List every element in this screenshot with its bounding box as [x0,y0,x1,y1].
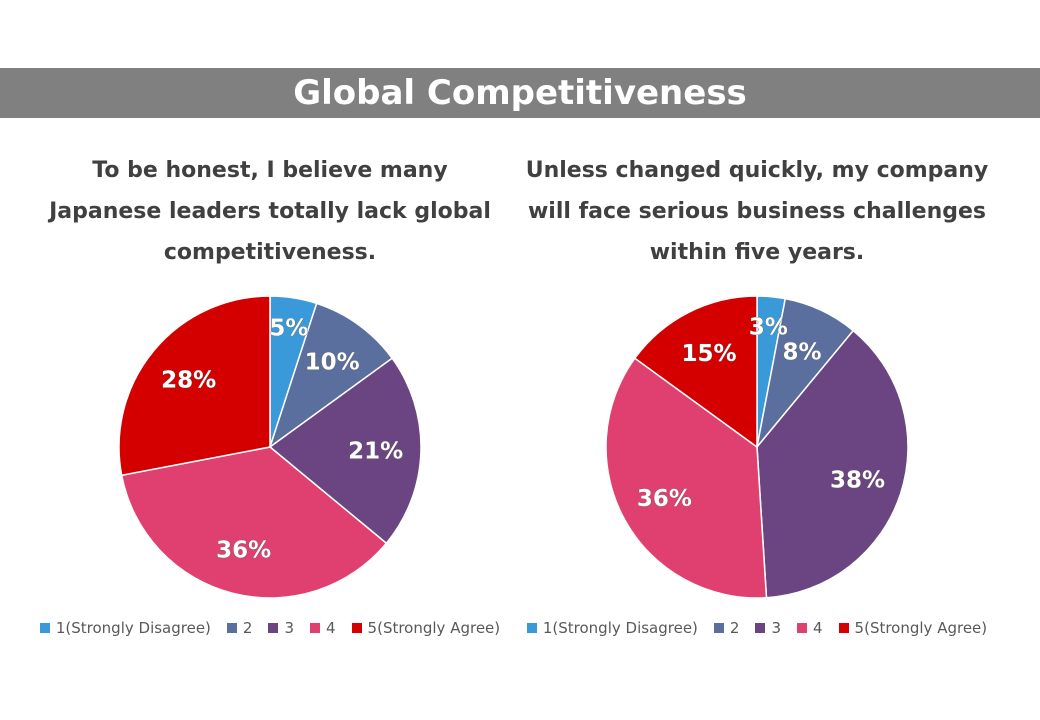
legend-label: 1(Strongly Disagree) [55,619,211,637]
data-label: 10% [305,350,360,376]
pie-svg: 3%8% 38% 36% 15% [605,295,909,599]
banner-title: Global Competitiveness [0,68,1040,118]
legend-swatch [310,623,320,633]
legend-item: 2 [226,619,253,637]
legend-label: 3 [284,619,294,637]
data-label: 15% [681,341,736,367]
chart-title: Unless changed quickly, my company will … [525,158,989,265]
legend-label: 5(Strongly Agree) [854,619,988,637]
legend-swatch [526,623,537,633]
pie-slice [756,329,909,599]
legend-item: 4 [310,619,336,637]
data-label: 5% [269,316,308,342]
chart-title: To be honest, I believe many Japanese le… [49,158,491,265]
legend-swatch [797,623,807,633]
legend-swatch [838,623,849,633]
pie-slice [268,302,394,449]
pie-slice [118,295,271,477]
legend-item: 5(Strongly Agree) [838,619,988,637]
legend-item: 3 [755,619,781,637]
data-label: 21% [348,438,403,464]
legend-item: 1(Strongly Disagree) [39,619,211,637]
pie-svg: 5% 10% 21% 36% 28% [118,295,422,599]
legend-swatch [39,623,50,633]
pie-slice [120,446,388,599]
data-label: 36% [216,537,271,563]
legend-label: 1(Strongly Disagree) [542,619,698,637]
legend-item: 1(Strongly Disagree) [526,619,698,637]
data-label: 38% [830,468,885,494]
legend: 1(Strongly Disagree) 2 3 4 5(Strongly Agree) [10,616,530,640]
legend-item: 2 [713,619,740,637]
legend-swatch [226,623,237,633]
legend-swatch [713,623,724,633]
data-label: 8% [782,339,821,365]
legend-swatch [268,623,279,633]
legend-swatch [755,623,766,633]
legend-label: 4 [326,619,336,637]
data-label: 36% [637,486,692,512]
data-label: 3% [749,315,788,341]
legend: 1(Strongly Disagree) 2 3 4 5(Strongly Agree) [497,616,1017,640]
legend-label: 3 [771,619,781,637]
legend-item: 3 [268,619,294,637]
legend-label: 5(Strongly Agree) [367,619,501,637]
legend-label: 4 [813,619,823,637]
data-label: 28% [161,368,216,394]
legend-item: 4 [797,619,823,637]
pie-slice [268,357,422,545]
pie-chart-leaders: To be honest, I believe many Japanese le… [10,150,530,650]
pie-slice [633,295,758,449]
legend-label: 2 [242,619,253,637]
pie-chart-company: Unless changed quickly, my company will … [497,150,1017,650]
legend-swatch [351,623,362,633]
pie-slice [605,357,768,599]
legend-label: 2 [729,619,740,637]
legend-item: 5(Strongly Agree) [351,619,501,637]
